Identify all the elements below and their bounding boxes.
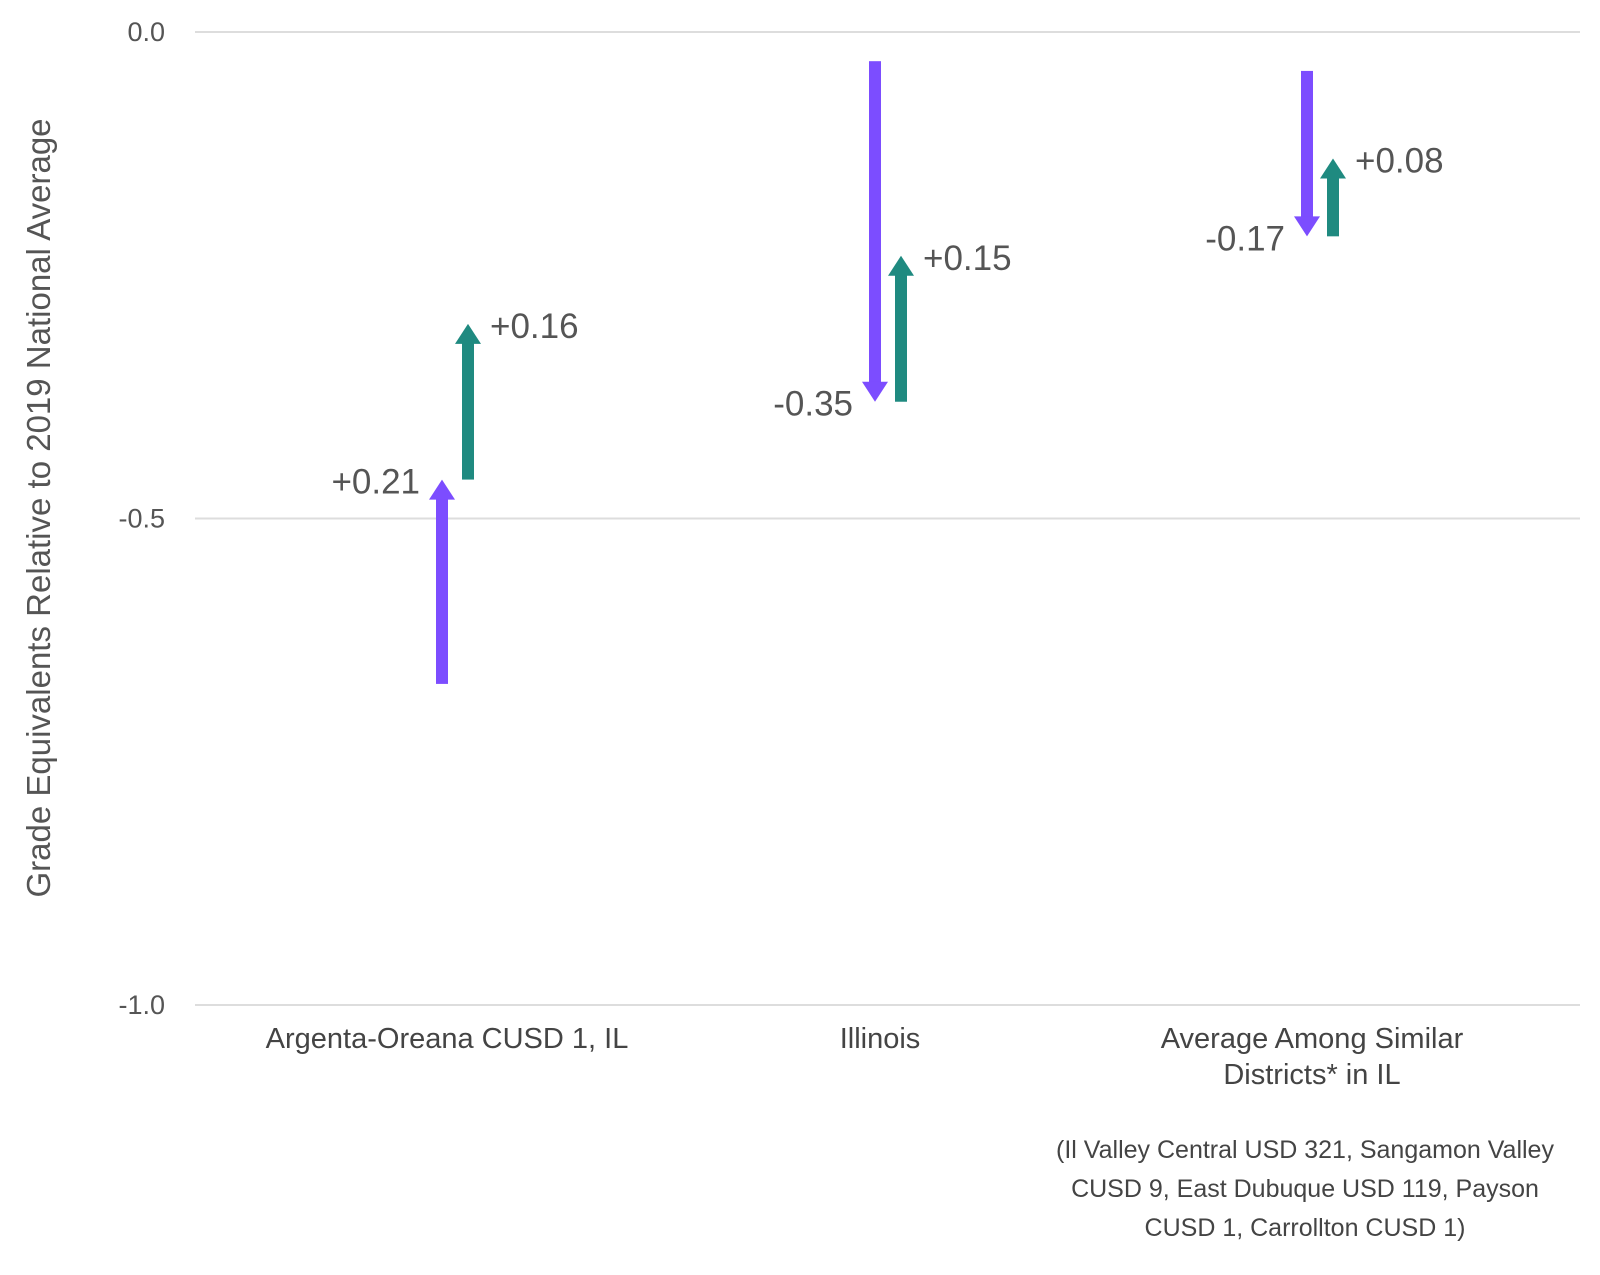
y-tick-label-0: 0.0 [127,17,165,47]
arrow-1-0 [862,61,888,402]
gridlines [195,31,1580,1006]
value-label-1-1: +0.15 [923,239,1012,278]
value-label-2-0: -0.17 [1205,219,1285,258]
arrow-0-1 [455,323,481,480]
arrow-shaft [895,274,907,402]
category-label-2-1: Districts* in IL [1223,1059,1400,1091]
y-axis-title: Grade Equivalents Relative to 2019 Natio… [20,118,57,897]
arrow-2-1 [1320,158,1346,237]
y-tick-label-2: -1.0 [118,990,165,1020]
category-label-1-0: Illinois [840,1023,921,1055]
arrow-head [862,381,888,402]
arrow-shaft [436,498,448,684]
arrow-shaft [1327,177,1339,237]
value-label-0-0: +0.21 [331,463,420,502]
category-label-0-0: Argenta-Oreana CUSD 1, IL [266,1023,629,1055]
footnote: (Il Valley Central USD 321, Sangamon Val… [1056,1136,1554,1242]
category-labels: Argenta-Oreana CUSD 1, IL Illinois Average… [266,1023,1464,1091]
value-label-0-1: +0.16 [490,307,579,346]
y-tick-label-1: -0.5 [118,504,165,534]
value-labels: +0.21 +0.16 -0.35 +0.15 -0.17 +0.08 [331,141,1443,501]
arrow-shaft [869,61,881,383]
value-label-2-1: +0.08 [1355,141,1444,180]
arrow-1-1 [888,255,914,402]
value-label-1-0: -0.35 [773,385,853,424]
arrow-head [429,479,455,500]
arrow-head [888,255,914,276]
arrow-shaft [462,342,474,480]
arrow-2-0 [1294,70,1320,237]
arrow-series [429,61,1346,684]
footnote-line-2: CUSD 1, Carrollton CUSD 1) [1145,1214,1466,1242]
arrow-head [1294,216,1320,237]
arrow-head [1320,158,1346,179]
arrow-head [455,323,481,344]
footnote-line-1: CUSD 9, East Dubuque USD 119, Payson [1071,1175,1539,1203]
category-label-2-0: Average Among Similar [1161,1023,1464,1055]
arrow-shaft [1301,70,1313,218]
y-tick-labels: 0.0 -0.5 -1.0 [118,17,165,1020]
arrow-0-0 [429,479,455,684]
footnote-line-0: (Il Valley Central USD 321, Sangamon Val… [1056,1136,1554,1164]
